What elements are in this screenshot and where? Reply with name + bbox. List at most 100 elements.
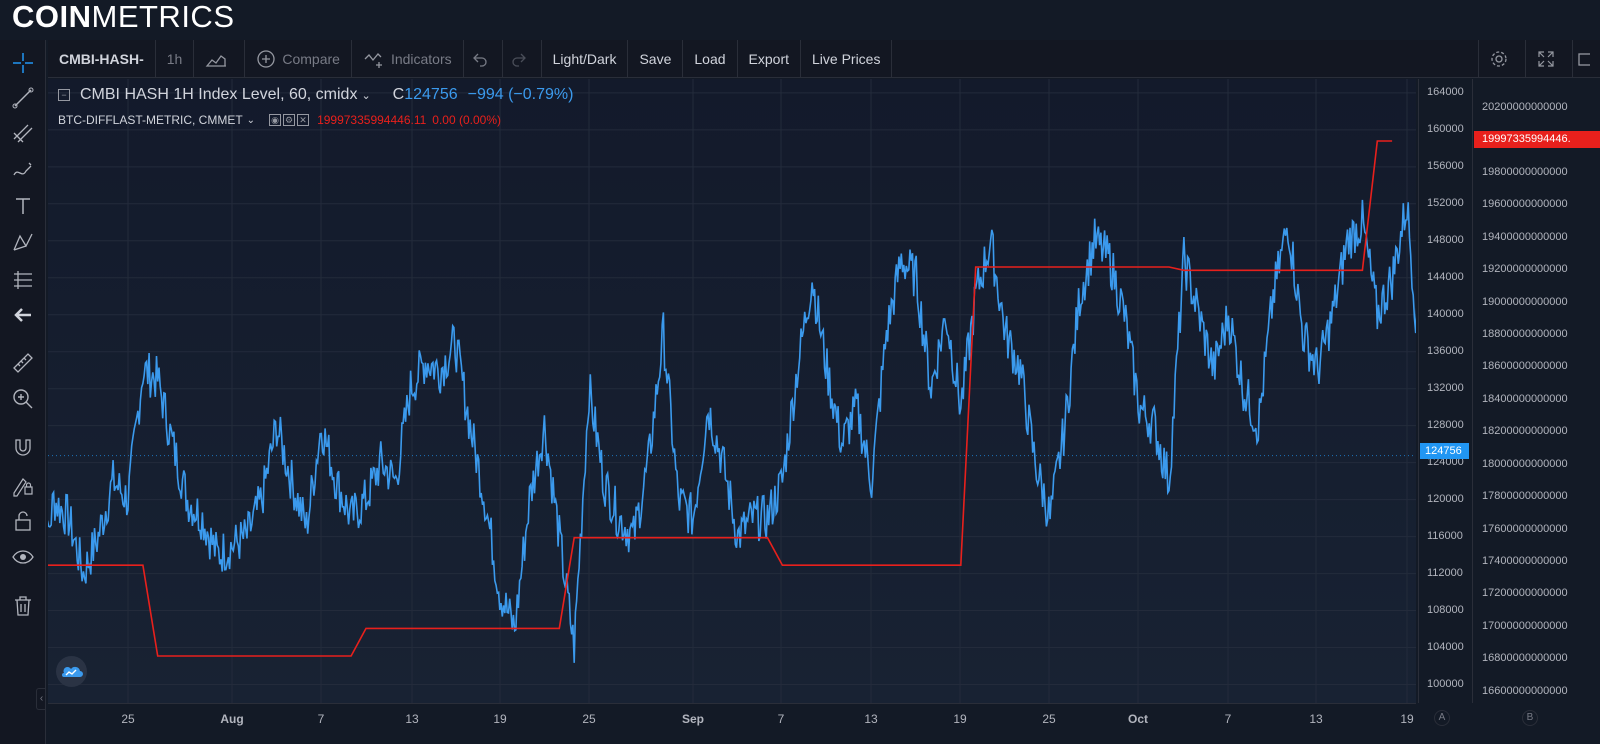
left-axis-tick-label: 156000 xyxy=(1427,159,1464,172)
right-price-axis[interactable]: 2020000000000020000000000000198000000000… xyxy=(1472,79,1600,703)
time-axis-tick-label: Oct xyxy=(1127,712,1149,726)
time-axis-tick-label: 25 xyxy=(582,712,596,726)
trend-line-icon[interactable] xyxy=(6,83,40,113)
time-axis-tick-label: 13 xyxy=(1309,712,1323,726)
time-axis-tick-label: 7 xyxy=(777,712,785,726)
auto-scale-a-button[interactable]: A xyxy=(1434,710,1450,726)
left-axis-tick-label: 112000 xyxy=(1427,566,1463,579)
left-axis-tick-label: 148000 xyxy=(1427,233,1464,246)
right-axis-tick-label: 18800000000000 xyxy=(1482,328,1568,341)
zoom-in-icon[interactable] xyxy=(6,384,40,414)
indicators-button[interactable]: Indicators xyxy=(352,39,464,78)
time-axis-tick-label: 25 xyxy=(121,712,135,726)
redo-button[interactable] xyxy=(503,39,542,78)
time-axis-tick-label: 19 xyxy=(493,712,507,726)
left-axis-tick-label: 136000 xyxy=(1427,344,1464,357)
right-axis-tick-label: 17200000000000 xyxy=(1482,587,1568,600)
main-series-title[interactable]: CMBI HASH 1H Index Level, 60, cmidx xyxy=(80,86,358,103)
right-axis-tick-label: 17400000000000 xyxy=(1482,554,1568,567)
left-price-axis[interactable]: 164000 160000 156000 152000 148000 144000 1400… xyxy=(1418,79,1472,703)
time-axis-tick-label: 25 xyxy=(1042,712,1056,726)
cloud-logo-icon[interactable] xyxy=(56,656,87,687)
right-axis-tick-label: 17000000000000 xyxy=(1482,619,1568,632)
undo-button[interactable] xyxy=(464,39,503,78)
undo-icon xyxy=(472,53,487,67)
right-axis-tick-label: 18400000000000 xyxy=(1482,392,1568,405)
save-button[interactable]: Save xyxy=(628,39,684,78)
prediction-icon[interactable] xyxy=(6,264,40,294)
trash-icon[interactable] xyxy=(6,591,40,621)
compare-button[interactable]: Compare xyxy=(245,39,352,78)
coinmetrics-logo[interactable]: COINMETRICS xyxy=(12,0,235,34)
series-settings-icon[interactable]: ⚙ xyxy=(283,114,296,126)
chart-toolbar: CMBI-HASH- 1h Compare Indicators Light/D… xyxy=(48,39,1600,78)
symbol-search-button[interactable]: CMBI-HASH- xyxy=(48,39,156,78)
main-series-legend: − CMBI HASH 1H Index Level, 60, cmidx ⌄ … xyxy=(58,86,573,104)
chart-pane[interactable] xyxy=(48,79,1416,703)
left-axis-tick-label: 128000 xyxy=(1427,418,1464,431)
last-price-tag: 124756 xyxy=(1420,443,1469,459)
settings-button[interactable] xyxy=(1478,40,1525,78)
drawing-toolbar: ‹ xyxy=(0,40,46,744)
time-axis[interactable]: 25 Aug 7 13 19 25 Sep 7 13 19 25 Oct 7 13 19 xyxy=(48,703,1416,744)
light-dark-button[interactable]: Light/Dark xyxy=(542,39,629,78)
right-axis-tick-label: 19600000000000 xyxy=(1482,198,1568,211)
magnet-icon[interactable] xyxy=(6,433,40,463)
ruler-icon[interactable] xyxy=(6,348,40,378)
pattern-icon[interactable] xyxy=(6,227,40,257)
redo-icon xyxy=(512,53,526,67)
metric-change: 0.00 (0.00%) xyxy=(432,113,502,127)
interval-button[interactable]: 1h xyxy=(156,39,195,78)
auto-scale-b-button[interactable]: B xyxy=(1522,710,1538,726)
left-axis-tick-label: 152000 xyxy=(1427,196,1464,209)
right-axis-tick-label: 17600000000000 xyxy=(1482,522,1568,535)
crosshair-icon[interactable] xyxy=(6,48,40,78)
left-axis-tick-label: 104000 xyxy=(1427,640,1464,653)
remove-series-icon[interactable]: ✕ xyxy=(297,114,310,126)
chart-style-button[interactable] xyxy=(194,39,246,78)
live-prices-button[interactable]: Live Prices xyxy=(801,39,893,78)
cmbi-hash-series-line xyxy=(48,199,1416,663)
collapse-legend-icon[interactable]: − xyxy=(58,89,70,101)
metric-value: 19997335994446.11 xyxy=(317,113,427,127)
left-axis-tick-label: 132000 xyxy=(1427,381,1464,394)
right-axis-tick-label: 16600000000000 xyxy=(1482,684,1568,697)
time-axis-tick-label: Sep xyxy=(681,712,705,726)
time-axis-tick-label: 13 xyxy=(405,712,419,726)
metric-series-legend: BTC-DIFFLAST-METRIC, CMMET ⌄ ◉ ⚙ ✕ 19997… xyxy=(58,113,502,127)
right-axis-tick-label: 20200000000000 xyxy=(1482,101,1568,114)
left-axis-tick-label: 100000 xyxy=(1427,677,1464,690)
gear-icon xyxy=(1491,51,1507,67)
brush-icon[interactable] xyxy=(6,154,40,184)
chart-plot xyxy=(48,79,1416,703)
time-axis-tick-label: 19 xyxy=(1400,712,1414,726)
lock-drawing-icon[interactable] xyxy=(6,470,40,500)
visibility-icon[interactable]: ◉ xyxy=(269,114,282,126)
metric-series-title[interactable]: BTC-DIFFLAST-METRIC, CMMET xyxy=(58,113,243,127)
collapse-sidebar-button[interactable]: ‹ xyxy=(36,688,46,710)
right-axis-tick-label: 19800000000000 xyxy=(1482,166,1568,178)
time-axis-tick-label: Aug xyxy=(220,712,244,726)
left-axis-tick-label: 160000 xyxy=(1427,122,1464,135)
camera-icon xyxy=(1578,53,1590,66)
right-axis-tick-label: 19000000000000 xyxy=(1482,295,1568,308)
close-prefix: C xyxy=(392,86,405,103)
right-axis-tick-label: 19200000000000 xyxy=(1482,263,1568,276)
snapshot-button[interactable] xyxy=(1572,40,1600,78)
fib-tool-icon[interactable] xyxy=(6,118,40,148)
indicators-icon xyxy=(364,52,382,68)
left-axis-tick-label: 116000 xyxy=(1427,529,1463,542)
time-axis-tick-label: 19 xyxy=(953,712,967,726)
right-axis-tick-label: 18600000000000 xyxy=(1482,360,1568,373)
eye-icon[interactable] xyxy=(6,542,40,572)
btc-difficulty-series-line xyxy=(48,140,1393,657)
text-tool-icon[interactable] xyxy=(6,191,40,221)
back-arrow-icon[interactable] xyxy=(6,300,40,330)
fullscreen-button[interactable] xyxy=(1525,40,1572,78)
lock-icon[interactable] xyxy=(6,506,40,536)
last-metric-tag: 19997335994446. xyxy=(1474,131,1600,148)
export-button[interactable]: Export xyxy=(738,39,801,78)
load-button[interactable]: Load xyxy=(683,39,738,78)
time-axis-tick-label: 13 xyxy=(864,712,878,726)
left-axis-tick-label: 144000 xyxy=(1427,270,1464,283)
